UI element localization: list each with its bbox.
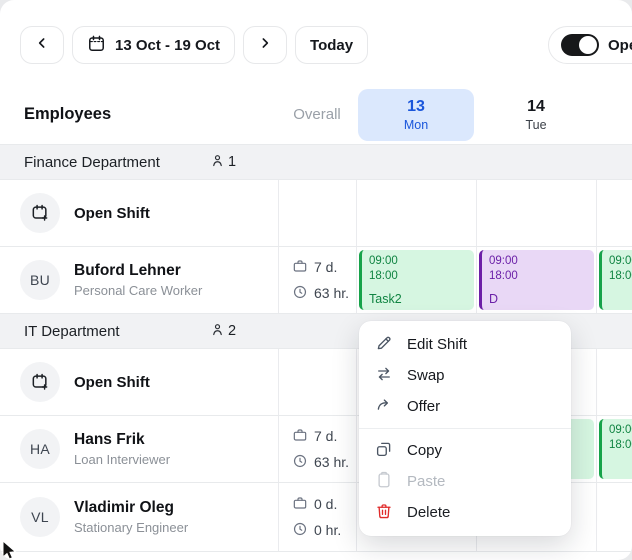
day-number: 13: [407, 97, 425, 115]
shift-buford-wed[interactable]: 09:00 18:00: [599, 250, 632, 310]
open-shift-row-it[interactable]: Open Shift: [0, 348, 632, 415]
next-week-button[interactable]: [243, 26, 288, 64]
menu-item-swap[interactable]: Swap: [359, 360, 571, 391]
employee-role: Personal Care Worker: [74, 283, 203, 298]
avatar: VL: [20, 497, 60, 537]
shift-task-label: Task2: [369, 292, 402, 306]
employee-stats: 7 d. 63 hr.: [278, 416, 356, 482]
trash-icon: [375, 502, 393, 524]
department-count: 1: [210, 153, 236, 172]
day-name: Tue: [525, 117, 547, 132]
shift-context-menu: Edit Shift Swap Offer Copy Paste Delete: [359, 321, 571, 536]
table-header-row: Employees Overall 13 Mon 14 Tue: [0, 85, 632, 144]
avatar: BU: [20, 260, 60, 300]
menu-item-offer[interactable]: Offer: [359, 391, 571, 422]
department-header-finance: Finance Department 1: [0, 144, 632, 179]
swap-icon: [375, 365, 393, 387]
menu-item-delete[interactable]: Delete: [359, 497, 571, 528]
toggle-label: Ope: [608, 36, 632, 54]
today-button[interactable]: Today: [295, 26, 369, 64]
menu-item-paste[interactable]: Paste: [359, 466, 571, 497]
menu-divider: [359, 428, 571, 429]
shift-hans-wed[interactable]: 09:00 18:00: [599, 419, 632, 479]
employee-role: Loan Interviewer: [74, 452, 171, 467]
menu-item-edit-shift[interactable]: Edit Shift: [359, 329, 571, 360]
department-name: IT Department: [24, 322, 120, 340]
offer-icon: [375, 396, 393, 418]
calendar-icon: [87, 34, 106, 57]
toggle-switch[interactable]: [561, 34, 599, 56]
day-header-tue[interactable]: 14 Tue: [478, 89, 594, 141]
shift-buford-mon[interactable]: 09:00 18:00 Task2: [359, 250, 474, 310]
menu-item-copy[interactable]: Copy: [359, 435, 571, 466]
person-icon: [210, 153, 225, 172]
open-shift-calendar-plus-icon: [20, 362, 60, 402]
chevron-left-icon: [34, 35, 50, 55]
employee-row-buford: BU Buford Lehner Personal Care Worker 7 …: [0, 246, 632, 313]
toolbar: 13 Oct - 19 Oct Today: [0, 0, 632, 64]
toggle-knob: [579, 36, 597, 54]
chevron-right-icon: [257, 35, 273, 55]
shift-cell-hans-mon[interactable]: [356, 416, 476, 482]
employee-name: Hans Frik: [74, 431, 145, 448]
open-shift-cell-tue[interactable]: [476, 180, 596, 246]
open-shift-label: Open Shift: [74, 373, 150, 391]
employee-name: Vladimir Oleg: [74, 499, 174, 516]
clock-icon: [292, 521, 308, 540]
employee-name: Buford Lehner: [74, 262, 181, 279]
clock-icon: [292, 453, 308, 472]
employee-stats: 7 d. 63 hr.: [278, 247, 356, 313]
open-shift-calendar-plus-icon: [20, 193, 60, 233]
employees-header: Employees: [24, 105, 112, 123]
open-shift-cell-wed[interactable]: [596, 349, 632, 415]
shift-cell-vladimir-wed[interactable]: [596, 483, 632, 551]
employee-stats: 0 d. 0 hr.: [278, 483, 356, 551]
person-icon: [210, 322, 225, 341]
prev-week-button[interactable]: [20, 26, 64, 64]
mouse-cursor: [1, 539, 23, 560]
today-label: Today: [310, 36, 354, 54]
pencil-icon: [375, 334, 393, 356]
open-shift-cell-wed[interactable]: [596, 180, 632, 246]
day-name: Mon: [403, 117, 429, 132]
avatar: HA: [20, 429, 60, 469]
open-shift-cell-mon[interactable]: [356, 349, 476, 415]
briefcase-icon: [292, 427, 308, 446]
clock-icon: [292, 284, 308, 303]
department-count: 2: [210, 322, 236, 341]
date-range-button[interactable]: 13 Oct - 19 Oct: [72, 26, 236, 64]
briefcase-icon: [292, 258, 308, 277]
department-name: Finance Department: [24, 153, 160, 171]
day-header-mon[interactable]: 13 Mon: [358, 88, 474, 141]
day-number: 14: [527, 97, 545, 115]
open-shifts-toggle-pill[interactable]: Ope: [548, 26, 632, 64]
shift-cell-vladimir-mon[interactable]: [356, 483, 476, 551]
employee-row-vladimir: VL Vladimir Oleg Stationary Engineer 0 d…: [0, 482, 632, 552]
paste-icon: [375, 471, 393, 493]
copy-icon: [375, 440, 393, 462]
date-range-label: 13 Oct - 19 Oct: [115, 36, 221, 54]
overall-header: Overall: [293, 106, 341, 123]
open-shift-row-finance[interactable]: Open Shift: [0, 179, 632, 246]
open-shift-label: Open Shift: [74, 204, 150, 222]
open-shift-cell-mon[interactable]: [356, 180, 476, 246]
briefcase-icon: [292, 495, 308, 514]
shift-buford-tue[interactable]: 09:00 18:00 D: [479, 250, 594, 310]
employee-role: Stationary Engineer: [74, 520, 189, 535]
shift-task-label: D: [489, 292, 499, 306]
